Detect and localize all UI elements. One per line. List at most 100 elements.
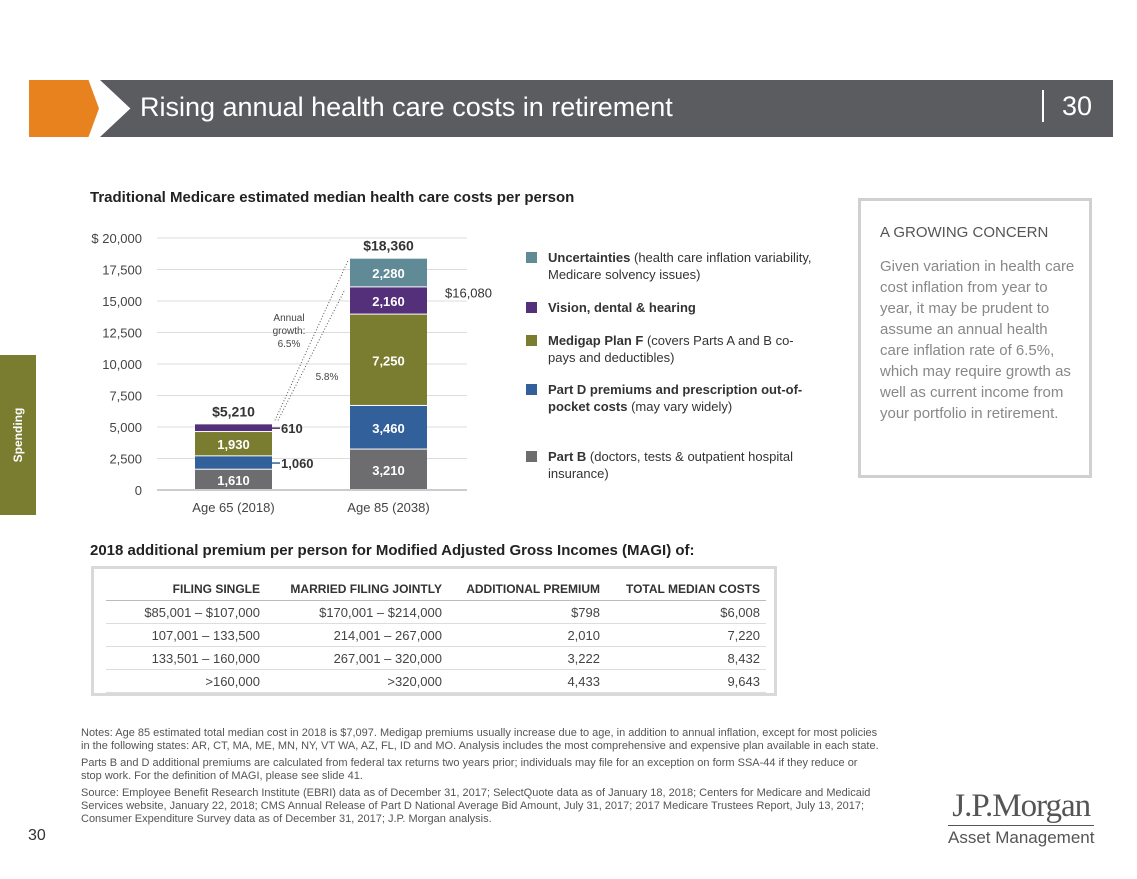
x-tick-label: Age 65 (2018) [192,500,274,515]
y-tick-label: 2,500 [109,452,142,467]
notes-text: Notes: Age 85 estimated total median cos… [81,727,879,752]
y-tick-label: 7,500 [109,389,142,404]
legend-item: Part D premiums and prescription out-of-… [526,381,818,415]
segment-label: 3,210 [372,463,405,478]
legend-item: Uncertainties (health care inflation var… [526,249,818,283]
legend-desc: (covers Parts A and B co-pays and deduct… [548,333,794,365]
notes: Notes: Age 85 estimated total median cos… [81,727,881,830]
legend-item: Part B (doctors, tests & outpatient hosp… [526,448,818,482]
legend-label: Uncertainties [548,250,631,265]
segment-label: 2,160 [372,294,405,309]
table-cell: 107,001 – 133,500 [106,623,266,647]
col-header: ADDITIONAL PREMIUM [448,577,606,601]
bar-segment [350,287,427,314]
segment-label: 1,930 [217,437,250,452]
bar-segment [195,424,272,432]
subtotal-label: $16,080 [445,285,492,300]
logo-wordmark: J.P.Morgan [952,788,1091,824]
growth-alt-label: 5.8% [316,372,339,383]
growth-label: 6.5% [278,339,301,350]
table-cell: $6,008 [606,600,766,624]
legend-item: Vision, dental & hearing [526,299,818,316]
bar-segment [350,449,427,489]
table-row: 107,001 – 133,500 214,001 – 267,000 2,010 7… [106,623,766,647]
bar-segment [195,469,272,489]
y-tick-label: 0 [135,483,142,498]
legend-swatch [526,252,537,263]
page-title: Rising annual health care costs in retir… [140,92,673,122]
footer-page-number: 30 [28,827,46,844]
table-cell: >320,000 [266,669,448,693]
table-cell: 133,501 – 160,000 [106,646,266,670]
legend-swatch [526,335,537,346]
table-cell: 214,001 – 267,000 [266,623,448,647]
table-row: 133,501 – 160,000 267,001 – 320,000 3,222 8… [106,646,766,670]
table-cell: 7,220 [606,623,766,647]
y-tick-label: 12,500 [102,326,142,341]
table-cell: $85,001 – $107,000 [106,600,266,624]
legend-desc: (may vary widely) [627,399,733,414]
table-cell: 267,001 – 320,000 [266,646,448,670]
col-header: TOTAL MEDIAN COSTS [606,577,766,601]
growth-label: Annual [273,313,304,324]
legend-label: Part B [548,449,587,464]
table-row: >160,000 >320,000 4,433 9,643 [106,669,766,693]
magi-table: FILING SINGLE MARRIED FILING JOINTLY ADD… [106,577,766,693]
bar-segment [195,432,272,456]
table-cell: $170,001 – $214,000 [266,600,448,624]
jpmorgan-logo: J.P.Morgan Asset Management [948,788,1095,848]
legend-label: Vision, dental & hearing [548,300,696,315]
growth-line [274,260,349,421]
table-cell: $798 [448,600,606,624]
growth-label: growth: [273,326,306,337]
source-text: Source: Employee Benefit Research Instit… [81,787,871,825]
table-row: $85,001 – $107,000 $170,001 – $214,000 $79… [106,600,766,624]
legend-swatch [526,302,537,313]
bar-segment [350,405,427,449]
segment-label: 1,060 [281,456,314,471]
legend-swatch [526,451,537,462]
segment-label: 1,610 [217,473,250,488]
header-accent-arrow [29,80,99,137]
table-cell: >160,000 [106,669,266,693]
stacked-bar-chart: $ 20,000 17,500 15,000 12,500 10,000 7,500 5,0… [91,231,492,515]
header-page-number: 30 [1042,90,1092,122]
table-title: 2018 additional premium per person for M… [90,542,695,559]
concern-heading: A GROWING CONCERN [880,224,1049,241]
legend-item: Medigap Plan F (covers Parts A and B co-… [526,332,818,366]
segment-label: 7,250 [372,353,405,368]
legend-swatch [526,384,537,395]
concern-box [858,198,1092,478]
bar-segment [350,258,427,287]
table-cell: 9,643 [606,669,766,693]
logo-subtitle: Asset Management [948,825,1095,848]
y-tick-label: 17,500 [102,263,142,278]
y-tick-label: 5,000 [109,420,142,435]
segment-label: 2,280 [372,266,405,281]
section-tab: Spending [0,355,36,515]
legend-desc: (doctors, tests & outpatient hospital in… [548,449,793,481]
legend-label: Part D premiums and prescription out-of-… [548,382,803,414]
bar-total: $5,210 [212,403,255,419]
magi-table-box: FILING SINGLE MARRIED FILING JOINTLY ADD… [91,566,777,696]
table-cell: 3,222 [448,646,606,670]
y-tick-label: 10,000 [102,357,142,372]
col-header: MARRIED FILING JOINTLY [266,577,448,601]
table-cell: 8,432 [606,646,766,670]
growth-line-alt [277,289,346,421]
concern-text: Given variation in health care cost infl… [880,258,1075,422]
chart-title: Traditional Medicare estimated median he… [90,189,575,206]
legend-label: Medigap Plan F [548,333,644,348]
table-cell: 2,010 [448,623,606,647]
notes-text: Parts B and D additional premiums are ca… [81,757,858,782]
segment-label: 3,460 [372,421,405,436]
table-cell: 4,433 [448,669,606,693]
legend-desc: (health care inflation variability, Medi… [548,250,812,282]
bar-segment [350,314,427,405]
segment-label: 610 [281,421,303,436]
bar-total: $18,360 [363,238,414,254]
x-tick-label: Age 85 (2038) [347,500,429,515]
y-tick-label: $ 20,000 [91,231,142,246]
y-tick-label: 15,000 [102,294,142,309]
header-bar [100,80,1113,137]
